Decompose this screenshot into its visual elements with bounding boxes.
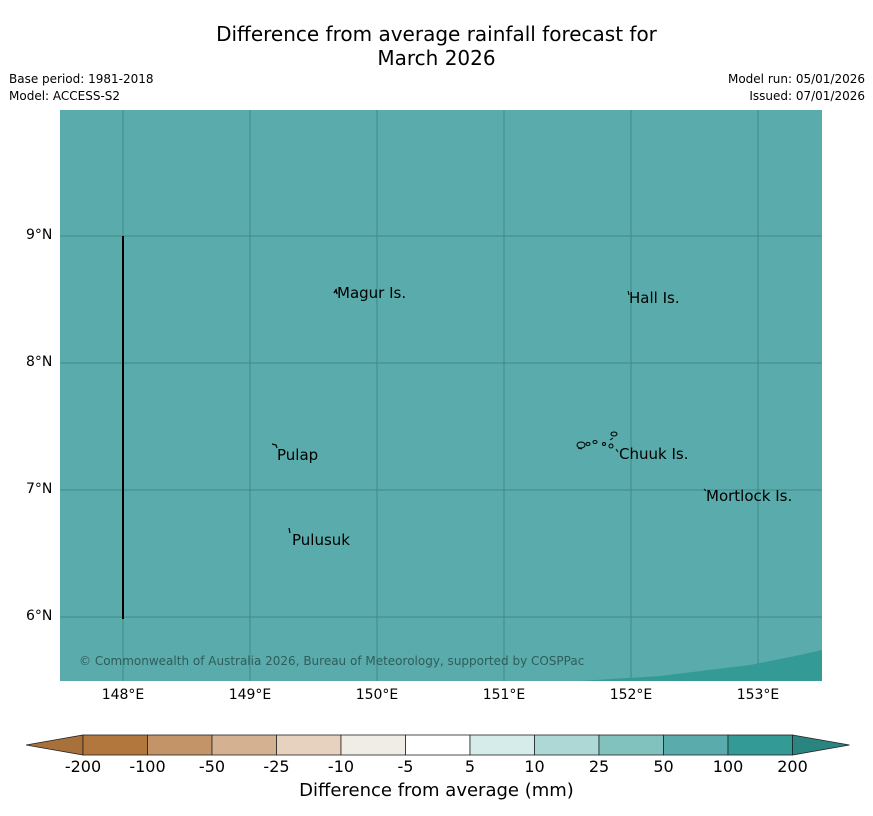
issued-date: Issued: 07/01/2026 (749, 89, 865, 103)
lat-label-9n: 9°N (26, 227, 53, 243)
colorbar-segment (147, 734, 213, 756)
colorbar-extend-high (792, 734, 850, 756)
magur-island-shape (333, 288, 338, 295)
colorbar-tick-label: -50 (198, 757, 226, 776)
place-label-chuuk: Chuuk Is. (619, 445, 689, 463)
lon-label-148e: 148°E (101, 687, 145, 703)
lon-label-149e: 149°E (228, 687, 272, 703)
colorbar-tick-label: -10 (327, 757, 355, 776)
chuuk-lagoon-shape (576, 431, 619, 453)
pulap-island-shape (271, 443, 278, 449)
colorbar-tick-label: 25 (588, 757, 610, 776)
colorbar-extend-low (26, 734, 84, 756)
colorbar-tick-label: 5 (464, 757, 476, 776)
place-label-pulusuk: Pulusuk (292, 531, 350, 549)
hall-island-shape (627, 290, 630, 296)
colorbar-segment (211, 734, 277, 756)
pulusuk-island-shape (288, 527, 291, 534)
colorbar-segment (534, 734, 600, 756)
colorbar (26, 734, 850, 756)
colorbar-segment (598, 734, 664, 756)
lon-label-152e: 152°E (609, 687, 653, 703)
lon-label-153e: 153°E (736, 687, 780, 703)
place-label-hall: Hall Is. (629, 289, 680, 307)
colorbar-segment (727, 734, 793, 756)
lat-label-6n: 6°N (26, 608, 53, 624)
high-rainfall-area (580, 650, 822, 681)
meta-left: Base period: 1981-2018 Model: ACCESS-S2 (9, 71, 154, 105)
colorbar-tick-label: 200 (777, 757, 808, 776)
model-name: Model: ACCESS-S2 (9, 89, 121, 103)
title-line-2: March 2026 (377, 46, 496, 70)
place-label-pulap: Pulap (277, 446, 319, 464)
lon-label-151e: 151°E (482, 687, 526, 703)
place-label-magur: Magur Is. (337, 284, 407, 302)
colorbar-tick-label: 100 (712, 757, 744, 776)
colorbar-tick-label: 10 (524, 757, 545, 776)
colorbar-title: Difference from average (mm) (299, 780, 574, 801)
base-period: Base period: 1981-2018 (9, 72, 154, 86)
colorbar-tick-label: -5 (397, 757, 414, 776)
lon-label-150e: 150°E (355, 687, 399, 703)
colorbar-segment (405, 734, 471, 756)
colorbar-segment (276, 734, 342, 756)
place-label-mortlock: Mortlock Is. (706, 487, 793, 505)
colorbar-tick-label: 50 (653, 757, 674, 776)
colorbar-segment (663, 734, 729, 756)
lat-label-8n: 8°N (26, 354, 53, 370)
colorbar-segment (469, 734, 535, 756)
meta-right: Model run: 05/01/2026 Issued: 07/01/2026 (728, 71, 865, 105)
colorbar-tick-label: -25 (263, 757, 290, 776)
lat-label-7n: 7°N (26, 481, 53, 497)
mortlock-island-shape (703, 488, 707, 492)
colorbar-segment (82, 734, 148, 756)
colorbar-segment (340, 734, 406, 756)
model-run: Model run: 05/01/2026 (727, 72, 865, 86)
colorbar-tick-label: -200 (64, 757, 102, 776)
colorbar-tick-label: -100 (129, 757, 166, 776)
forecast-map: Magur Is. Hall Is. Pulap Chuuk Is. Mortl… (60, 110, 822, 681)
copyright-notice: © Commonwealth of Australia 2026, Bureau… (79, 654, 585, 668)
title-line-1: Difference from average rainfall forecas… (216, 22, 657, 46)
map-svg (60, 110, 822, 681)
